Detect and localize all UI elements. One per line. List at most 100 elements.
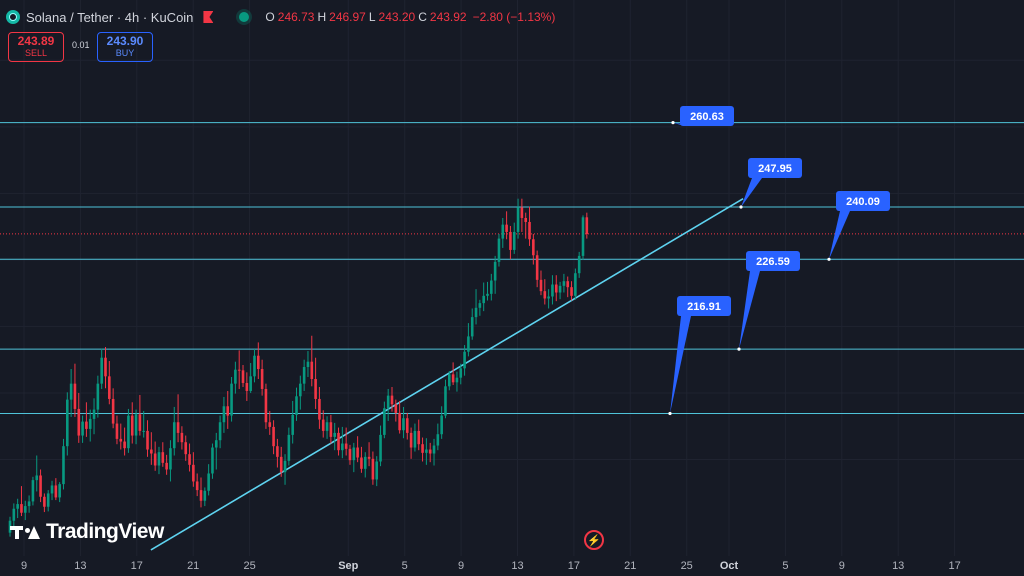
candle-body: [574, 273, 577, 296]
candle-body: [92, 409, 96, 419]
callout-label: 240.09: [846, 196, 880, 208]
candle-body: [257, 355, 260, 370]
candle-body: [371, 458, 375, 480]
price-callouts[interactable]: 260.63 247.95 240.09 226.59 216.91: [668, 106, 890, 416]
candle-body: [512, 231, 516, 250]
candle-body: [455, 377, 459, 383]
candle-body: [363, 456, 367, 469]
price-callout[interactable]: 260.63: [671, 106, 734, 126]
callout-box: [748, 158, 802, 178]
candle-body: [348, 448, 352, 461]
buy-button[interactable]: 243.90 BUY: [97, 32, 153, 62]
candle-body: [115, 423, 119, 439]
candle-body: [176, 422, 180, 433]
price-callout[interactable]: 226.59: [737, 251, 800, 351]
candle-body: [146, 430, 149, 450]
price-callout[interactable]: 240.09: [827, 191, 890, 261]
sell-button[interactable]: 243.89 SELL: [8, 32, 64, 62]
x-tick-label: 13: [892, 560, 905, 572]
candle-body: [172, 422, 176, 449]
candle-body: [585, 217, 589, 234]
candle-body: [337, 432, 340, 451]
candle-body: [134, 414, 138, 436]
close-value: 243.92: [429, 10, 467, 24]
price-callout[interactable]: 247.95: [739, 158, 802, 209]
candle-body: [306, 361, 310, 368]
candle-body: [425, 449, 428, 453]
trendline-group[interactable]: [150, 197, 744, 551]
price-callout[interactable]: 216.91: [668, 296, 731, 416]
callout-anchor: [671, 121, 675, 125]
candle-body: [218, 422, 222, 441]
candle-body: [100, 357, 103, 384]
callout-pointer: [829, 211, 850, 260]
candle-body: [459, 368, 463, 378]
candle-body: [138, 414, 142, 431]
candle-body: [165, 462, 168, 470]
ohlc-values: O 246.73 H 246.97 L 243.20 C 243.92 −2.80 (−…: [265, 10, 555, 24]
candle-body: [440, 415, 443, 435]
candle-body: [130, 415, 134, 436]
flag-icon[interactable]: [203, 11, 214, 23]
x-tick-label: 13: [511, 560, 524, 572]
candle-body: [402, 418, 405, 431]
x-tick-label: 9: [458, 560, 465, 572]
candle-body: [394, 404, 398, 413]
candle-body: [111, 398, 115, 424]
horizontal-levels[interactable]: [0, 122, 1024, 415]
candle-body: [43, 496, 46, 507]
candle-body: [46, 493, 50, 507]
candle-body: [188, 454, 191, 465]
candle-body: [85, 421, 88, 429]
callout-pointer: [670, 316, 691, 414]
buy-label: BUY: [115, 48, 135, 58]
low-key: L: [368, 10, 376, 24]
high-key: H: [317, 10, 327, 24]
candle-body: [88, 418, 92, 429]
candle-body: [421, 444, 424, 453]
candle-body: [27, 501, 31, 507]
x-tick-label: 25: [680, 560, 693, 572]
candle-body: [230, 383, 233, 416]
callout-anchor: [737, 347, 741, 351]
candle-body: [528, 221, 531, 240]
candle-body: [291, 414, 294, 435]
x-tick-label: 21: [187, 560, 200, 572]
x-tick-label: 25: [243, 560, 256, 572]
callout-anchor: [827, 257, 831, 261]
candle-body: [551, 284, 554, 297]
x-tick-label: 17: [130, 560, 143, 572]
candle-body: [520, 207, 524, 218]
x-tick-label: 21: [624, 560, 637, 572]
candle-body: [367, 456, 371, 459]
symbol-title[interactable]: Solana / Tether · 4h · KuCoin: [26, 9, 194, 25]
candle-body: [16, 504, 19, 509]
candle-body: [199, 490, 203, 501]
candle-body: [375, 461, 379, 480]
time-axis[interactable]: 9 13 17 21 25 Sep 5 9 13 17 21 25 Oct 5 9 13 17: [0, 556, 1024, 576]
x-tick-label: 5: [401, 560, 408, 572]
candle-body: [260, 369, 264, 389]
candle-body: [108, 376, 111, 399]
sell-label: SELL: [24, 48, 48, 58]
candle-body: [283, 460, 287, 473]
candle-body: [386, 395, 390, 409]
tradingview-wordmark: TradingView: [46, 520, 164, 543]
candle-body: [329, 422, 333, 437]
candle-body: [566, 281, 570, 288]
candle-body: [444, 386, 447, 416]
candle-body: [96, 383, 100, 410]
x-tick-label: Oct: [719, 560, 739, 572]
candle-body: [157, 452, 161, 466]
candle-body: [417, 430, 421, 445]
lightning-icon[interactable]: ⚡: [584, 530, 604, 550]
trendline[interactable]: [150, 197, 744, 551]
callout-anchor: [739, 205, 743, 209]
open-value: 246.73: [277, 10, 315, 24]
callout-pointer: [741, 178, 762, 207]
tradingview-watermark[interactable]: TradingView: [10, 520, 164, 544]
candle-body: [532, 239, 535, 256]
candle-body: [226, 406, 230, 416]
callout-box: [680, 106, 734, 126]
